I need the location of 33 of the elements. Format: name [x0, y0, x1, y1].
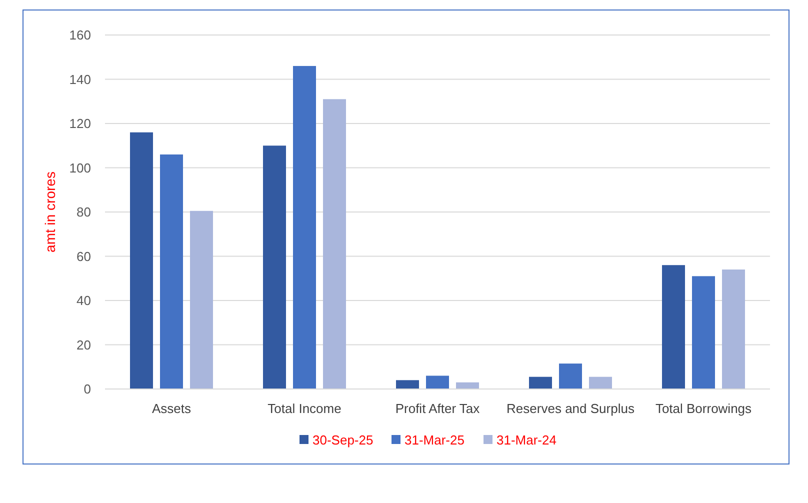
bar	[426, 376, 449, 389]
bar	[529, 376, 552, 389]
bar	[323, 99, 346, 389]
x-tick-label: Assets	[152, 401, 192, 416]
x-tick-label: Profit After Tax	[395, 401, 480, 416]
bar	[160, 154, 183, 389]
bar	[692, 276, 715, 389]
x-tick-label: Total Income	[268, 401, 342, 416]
bar	[396, 380, 419, 389]
bar	[722, 270, 745, 389]
bar	[130, 132, 153, 389]
bar	[263, 146, 286, 389]
bar	[559, 364, 582, 389]
y-tick-label: 80	[76, 204, 91, 220]
bar	[662, 265, 685, 389]
legend-label: 31-Mar-25	[404, 432, 464, 448]
y-tick-label: 160	[69, 28, 91, 43]
bar	[190, 210, 213, 389]
y-tick-label: 60	[76, 248, 91, 264]
legend-label: 30-Sep-25	[312, 432, 374, 448]
y-tick-label: 20	[76, 337, 91, 352]
y-tick-label: 100	[69, 160, 91, 176]
legend-label: 31-Mar-24	[496, 432, 556, 448]
bar	[293, 66, 316, 389]
y-tick-label: 140	[69, 72, 91, 87]
y-tick-label: 120	[69, 116, 91, 132]
bar	[456, 382, 479, 389]
y-axis-title: amt in crores	[42, 172, 58, 252]
bar	[589, 376, 612, 389]
x-tick-label: Total Borrowings	[655, 401, 752, 416]
x-tick-label: Reserves and Surplus	[506, 401, 635, 416]
y-tick-label: 0	[84, 382, 91, 397]
y-tick-label: 40	[76, 293, 91, 308]
